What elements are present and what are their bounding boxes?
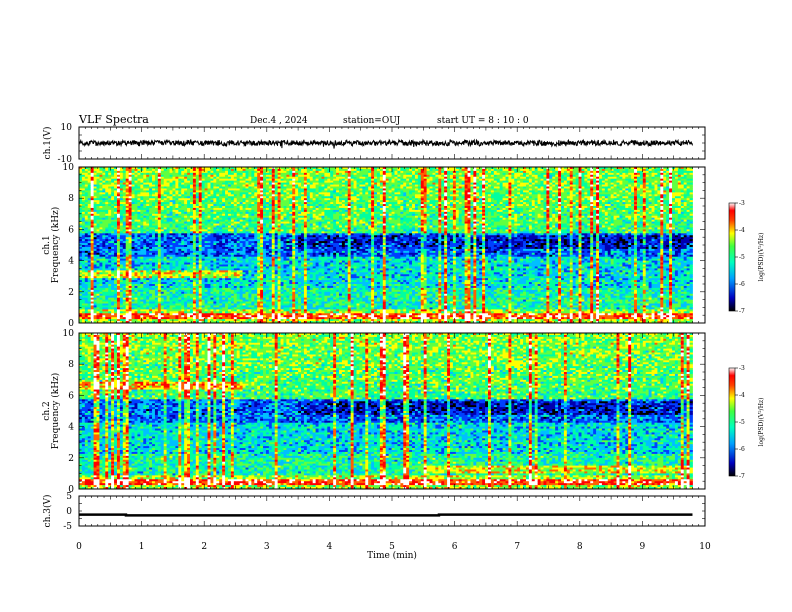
date-label: Dec.4 , 2024 <box>250 116 308 126</box>
ch1-ylabel: ch.1(V) <box>42 127 53 160</box>
station-label: station=OUJ <box>343 116 401 126</box>
start-time-label: start UT = 8 : 10 : 0 <box>437 116 529 126</box>
ch1-spectrogram-image <box>79 167 693 323</box>
ch1-waveform-panel: 10 -10 ch.1(V) <box>42 123 705 165</box>
figure-title: VLF Spectra <box>78 113 149 126</box>
ch1-ytick-top: 10 <box>61 123 73 133</box>
